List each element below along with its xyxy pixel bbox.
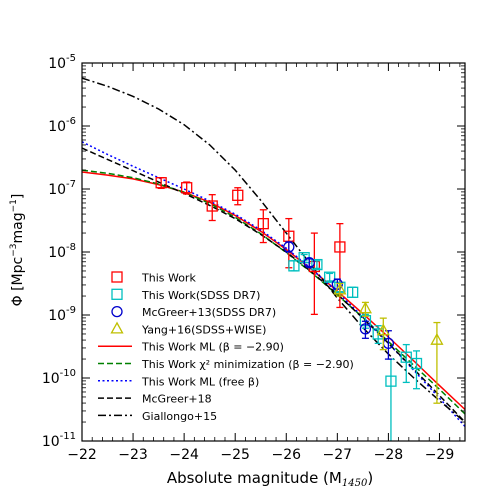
y-tick-label: 10-7 <box>48 179 76 198</box>
data-point-3-3 <box>430 332 444 345</box>
data-point-3-1 <box>358 301 373 314</box>
data-point-1-3 <box>324 271 336 283</box>
legend-marker-0 <box>111 271 123 283</box>
legend-label-1: This Work(SDSS DR7) <box>141 289 260 302</box>
legend-label-5: This Work χ² minimization (β = −2.90) <box>141 358 354 371</box>
legend: This Work This Work(SDSS DR7) McGreer+13(S… <box>98 271 354 423</box>
data-point-1-10 <box>410 357 423 370</box>
y-tick-label: 10-9 <box>48 305 76 324</box>
data-point-0-5 <box>283 230 295 242</box>
legend-marker-2 <box>111 305 123 318</box>
data-point-1-8 <box>385 375 397 387</box>
data-point-1-2 <box>311 258 323 271</box>
y-axis-label: Φ [Mpc−3mag−1] <box>9 194 26 307</box>
x-tick-label: −28 <box>374 447 404 463</box>
data-point-0-4 <box>257 217 269 230</box>
data-point-1-9 <box>400 351 412 363</box>
legend-label-3: Yang+16(SDSS+WISE) <box>141 323 266 336</box>
x-axis-label: Absolute magnitude (M1450) <box>167 469 373 489</box>
series-line-2 <box>82 141 465 428</box>
legend-label-6: This Work ML (free β) <box>141 375 259 388</box>
y-tick-label: 10-11 <box>42 431 76 450</box>
legend-marker-1 <box>111 288 123 300</box>
x-tick-label: −26 <box>271 447 301 463</box>
axes: −22 −23 −24 −25 −26 −27 −28 −29 10-11 10-10 10-9 10… <box>42 53 466 463</box>
legend-label-8: Giallongo+15 <box>142 410 217 423</box>
y-tick-label: 10-5 <box>48 53 76 72</box>
plot-frame <box>81 62 466 442</box>
x-tick-label: −24 <box>169 447 199 463</box>
data-point-0-3 <box>232 189 244 201</box>
legend-label-0: This Work <box>141 272 196 285</box>
data-point-0-1 <box>181 182 193 194</box>
data-point-3-0 <box>333 282 347 295</box>
legend-label-7: McGreer+18 <box>142 393 212 406</box>
legend-marker-3 <box>110 321 124 334</box>
x-tick-label: −23 <box>118 447 148 463</box>
data-point-3-2 <box>376 323 390 336</box>
legend-label-4: This Work ML (β = −2.90) <box>141 341 284 354</box>
series-line-0 <box>82 171 465 411</box>
x-axis-label-sub: 1450 <box>342 478 368 489</box>
data-point-0-0 <box>155 177 167 189</box>
data-point-2-1 <box>303 257 315 269</box>
series-line-1 <box>82 169 465 415</box>
data-point-2-3 <box>359 323 372 335</box>
y-tick-label: 10-8 <box>48 242 76 261</box>
legend-label-2: McGreer+13(SDSS DR7) <box>142 306 276 319</box>
x-tick-label: −22 <box>67 447 97 463</box>
x-tick-label: −25 <box>220 447 250 463</box>
data-point-1-0 <box>288 260 300 272</box>
x-tick-label: −29 <box>425 447 455 463</box>
data-point-0-7 <box>334 241 346 253</box>
series-line-4 <box>82 77 465 423</box>
x-tick-label: −27 <box>323 447 353 463</box>
y-tick-label: 10-6 <box>48 116 76 135</box>
series-line-3 <box>82 147 465 423</box>
data-point-2-0 <box>283 241 295 253</box>
data-point-1-5 <box>347 286 359 298</box>
y-tick-label: 10-10 <box>42 368 76 387</box>
data-point-0-2 <box>206 200 218 212</box>
plot-clip-group <box>82 77 465 441</box>
plot-area <box>82 77 465 441</box>
